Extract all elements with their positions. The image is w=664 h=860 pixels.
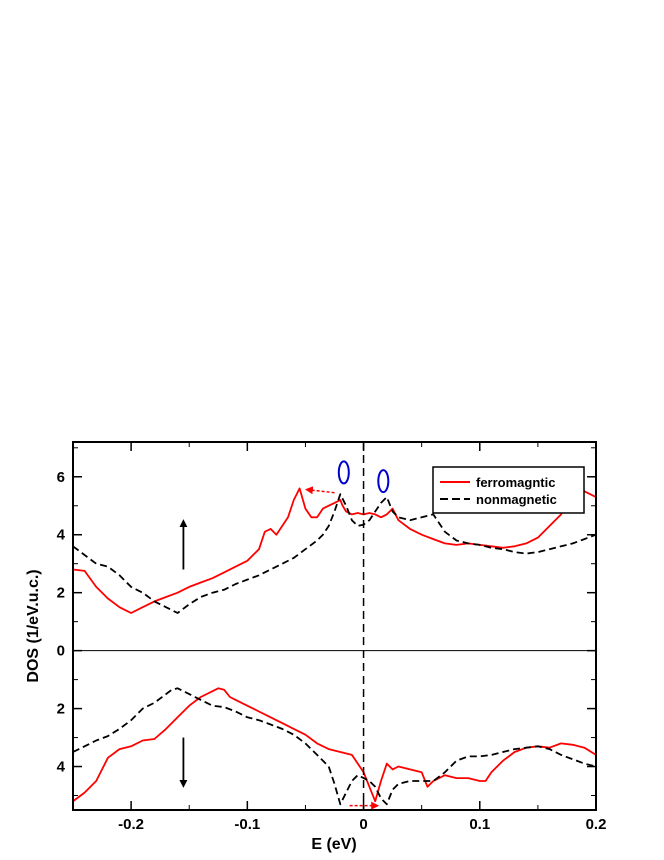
- peak-shift-arrow-up: [304, 486, 335, 495]
- guide-layer: [73, 442, 596, 810]
- y-tick-label: 6: [57, 469, 65, 486]
- x-tick-label: 0.1: [469, 816, 490, 833]
- series-ferromagnetic-down: [73, 687, 596, 803]
- x-tick-label: 0: [359, 816, 367, 833]
- series-nonmagnetic-up: [73, 493, 596, 614]
- series-layer: [73, 470, 596, 806]
- legend-box: [432, 466, 585, 514]
- legend-label-ferromagnetic: ferromagntic: [476, 475, 555, 490]
- y-tick-label: 2: [57, 585, 65, 602]
- tick-layer: -0.2 -0.1 0 0.1 0.2 6 4 2 0 2 4: [57, 442, 607, 833]
- series-nonmagnetic-down: [73, 687, 596, 806]
- peak-marker-right: [377, 469, 390, 494]
- plot-frame: [72, 441, 597, 811]
- legend: ferromagntic nonmagnetic: [432, 466, 585, 514]
- series-ferromagnetic-up: [73, 470, 596, 614]
- y-tick-label: 0: [57, 643, 65, 660]
- y-axis-label: DOS (1/eV.u.c.): [25, 569, 42, 682]
- y-tick-label: 2: [57, 701, 65, 718]
- x-tick-label: 0.2: [586, 816, 607, 833]
- y-tick-label: 4: [57, 759, 66, 776]
- y-tick-label: 4: [57, 527, 66, 544]
- x-axis-label: E (eV): [311, 836, 356, 853]
- peak-marker-left: [337, 460, 350, 485]
- legend-label-nonmagnetic: nonmagnetic: [476, 492, 557, 507]
- x-tick-label: -0.2: [118, 816, 144, 833]
- x-tick-label: -0.1: [234, 816, 260, 833]
